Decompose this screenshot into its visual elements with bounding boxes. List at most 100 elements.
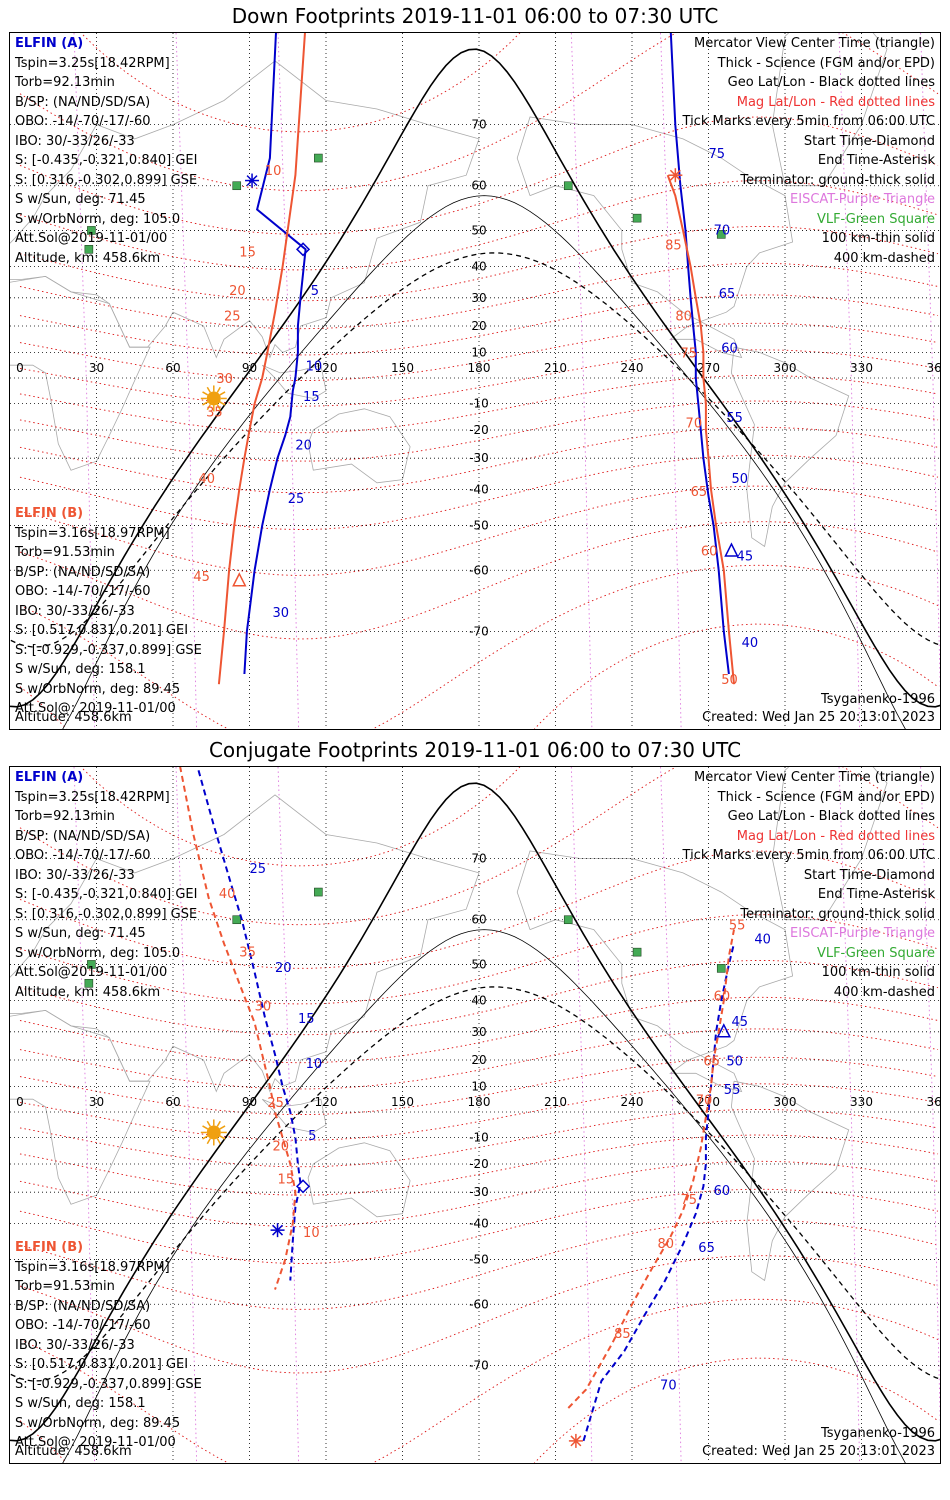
elfin-b-line: Att.Sol@: 2019-11-01/00 <box>15 701 176 716</box>
y-tick-label: 30 <box>471 1025 486 1039</box>
elfin-a-line: Tspin=3.25s[18.42RPM] <box>15 55 170 71</box>
tick-time-label: 55 <box>729 919 746 934</box>
footprint-track <box>179 767 735 1409</box>
tick-time-label: 20 <box>275 961 292 976</box>
tick-time-label: 60 <box>701 545 718 560</box>
vlf-square-icon <box>314 887 323 897</box>
tick-time-label: 15 <box>303 390 320 405</box>
mag-lat-line <box>19 426 939 494</box>
legend-item: End Time-Asterisk <box>817 153 935 168</box>
x-tick-label: 90 <box>242 1095 257 1109</box>
x-tick-label: 150 <box>391 1095 414 1109</box>
elfin-b-line: S: [0.517,0.831,0.201] GEI <box>15 623 189 638</box>
elfin-b-line: Torb=91.53min <box>15 545 115 560</box>
y-tick-label: 50 <box>471 223 486 237</box>
tick-time-label: 45 <box>193 570 210 585</box>
sun-ray <box>219 1125 226 1130</box>
tick-time-label: 10 <box>265 164 282 179</box>
vlf-square-icon <box>632 947 642 957</box>
tick-time-label: 30 <box>255 999 272 1014</box>
elfin-a-line: B/SP: (NA/ND/SD/SA) <box>15 94 151 110</box>
tick-time-label: 70 <box>660 1379 677 1394</box>
vlf-square-icon <box>87 960 96 969</box>
y-tick-label: 70 <box>471 852 486 866</box>
y-tick-label: -70 <box>469 1358 489 1372</box>
x-tick-label: 120 <box>315 1095 338 1109</box>
vlf-square-icon <box>232 915 242 925</box>
elfin-a-line: Att.Sol@2019-11-01/00 <box>15 231 168 246</box>
tick-time-label: 10 <box>303 1226 320 1241</box>
legend-item: 100 km-thin solid <box>821 965 935 980</box>
sun-icon <box>206 1125 221 1140</box>
elfin-b-line: S: [-0.929,-0.337,0.899] GSE <box>15 642 202 658</box>
legend-item: Tick Marks every 5min from 06:00 UTC <box>682 848 935 863</box>
elfin-a-line: S w/OrbNorm, deg: 105.0 <box>15 945 181 961</box>
tick-time-label: 40 <box>742 636 759 651</box>
elfin-b-line: S w/Sun, deg: 158.1 <box>15 662 146 677</box>
y-tick-label: 50 <box>471 957 486 971</box>
vlf-square-icon <box>232 181 242 191</box>
y-tick-label: 60 <box>471 179 486 193</box>
x-tick-label: 210 <box>544 1095 567 1109</box>
y-tick-label: -30 <box>469 451 489 465</box>
elfin-b-altitude: Altitude: 458.6km <box>15 1443 132 1459</box>
y-tick-label: -10 <box>469 1131 489 1145</box>
elfin-a-info: ELFIN (A) Tspin=3.25s[18.42RPM] Torb=92.… <box>15 768 197 1002</box>
elfin-b-line: Att.Sol@: 2019-11-01/00 <box>15 1435 176 1450</box>
tick-time-label: 25 <box>250 862 267 877</box>
elfin-a-header: ELFIN (A) <box>15 770 84 785</box>
x-tick-label: 300 <box>774 1095 797 1109</box>
legend-item: Terminator: ground-thick solid <box>740 906 935 922</box>
mag-lat-line <box>19 1028 939 1090</box>
sun-ray <box>206 386 211 393</box>
tick-time-label: 30 <box>272 606 289 621</box>
coastline <box>261 1098 327 1133</box>
tick-time-label: 60 <box>714 1184 731 1199</box>
elfin-b-line: S: [0.517,0.831,0.201] GEI <box>15 1357 189 1372</box>
start-diamond-icon <box>295 242 311 257</box>
tick-time-label: 85 <box>614 1327 631 1342</box>
tick-time-label: 80 <box>658 1237 675 1252</box>
center-triangle-icon <box>232 572 247 587</box>
coastline <box>261 364 327 399</box>
legend-item: Thick - Science (FGM and/or EPD) <box>717 55 935 71</box>
tick-time-label: 45 <box>737 549 754 564</box>
legend-item: Mag Lat/Lon - Red dotted lines <box>736 828 935 844</box>
tick-time-label: 60 <box>714 990 731 1005</box>
elfin-b-line: S w/OrbNorm, deg: 89.45 <box>15 1415 181 1431</box>
terminator-100km <box>62 929 906 1463</box>
legend-item: EISCAT-Purple Triangle <box>790 926 935 941</box>
legend-item: EISCAT-Purple Triangle <box>790 192 935 207</box>
terminator-ground <box>10 782 940 1442</box>
y-tick-label: 40 <box>471 994 486 1008</box>
elfin-b-altitude: Altitude: 458.6km <box>15 709 132 725</box>
legend-item: Geo Lat/Lon - Black dotted lines <box>727 75 935 90</box>
elfin-a-line: S: [0.316,-0.302,0.899] GSE <box>15 906 198 922</box>
elfin-b-line: Torb=91.53min <box>15 1279 115 1294</box>
legend-item: VLF-Green Square <box>816 945 935 961</box>
legend-item: 400 km-dashed <box>833 250 935 266</box>
x-tick-label: 300 <box>774 361 797 375</box>
tick-time-label: 70 <box>714 223 731 238</box>
tick-time-label: 35 <box>206 406 223 421</box>
coastline <box>10 275 151 471</box>
legend-item: Thick - Science (FGM and/or EPD) <box>717 789 935 805</box>
tick-time-label: 25 <box>224 310 241 325</box>
y-tick-label: 30 <box>471 291 486 305</box>
x-tick-label: 30 <box>89 1095 104 1109</box>
tick-time-label: 40 <box>199 472 216 487</box>
x-tick-label: 90 <box>242 361 257 375</box>
x-tick-label: 120 <box>315 361 338 375</box>
x-tick-label: 240 <box>621 1095 644 1109</box>
tick-time-label: 10 <box>306 1057 323 1072</box>
footprint-track <box>217 33 735 685</box>
sun-ray <box>216 386 221 393</box>
elfin-a-line: S w/Sun, deg: 71.45 <box>15 192 146 207</box>
x-tick-label: 360 <box>927 1095 940 1109</box>
x-tick-label: 270 <box>697 361 720 375</box>
mag-lat-line <box>19 1255 939 1374</box>
elfin-a-line: B/SP: (NA/ND/SD/SA) <box>15 828 151 844</box>
tick-time-label: 5 <box>308 1129 316 1144</box>
tick-time-label: 70 <box>696 1093 713 1108</box>
coastline <box>307 408 411 484</box>
